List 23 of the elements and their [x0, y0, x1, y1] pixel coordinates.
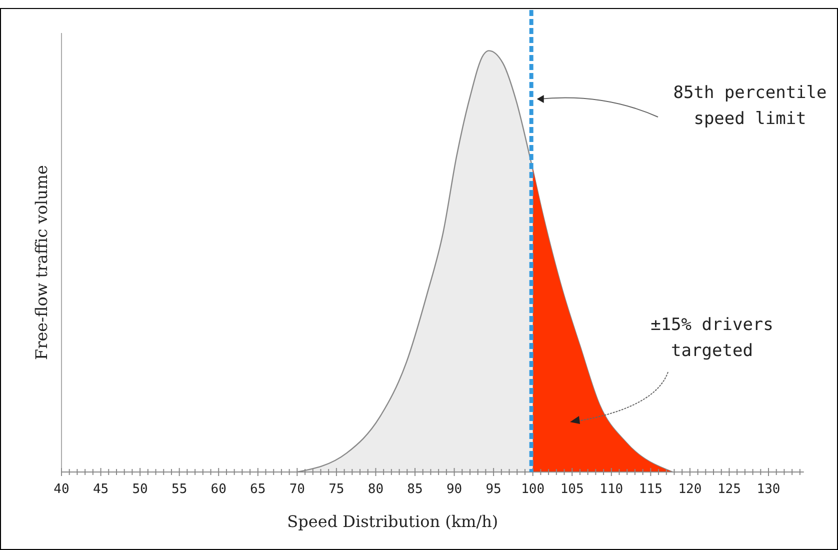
x-tick-label: 85 — [407, 482, 423, 497]
x-tick-label: 105 — [560, 482, 584, 497]
x-tick-label: 100 — [521, 482, 545, 497]
x-tick-label: 45 — [92, 482, 109, 497]
x-tick-label: 90 — [446, 482, 462, 497]
x-tick-label: 125 — [717, 482, 741, 497]
x-tick-label: 130 — [756, 482, 780, 497]
x-tick-label: 95 — [486, 482, 502, 497]
ref-line-label: 85th percentile speed limit — [673, 83, 827, 129]
x-tick-label: 115 — [638, 482, 662, 497]
x-tick-label: 50 — [132, 482, 148, 497]
x-tick-label: 65 — [250, 482, 266, 497]
annotation: ±15% drivers targeted — [650, 315, 774, 361]
y-axis-title: Free-flow traffic volume — [32, 164, 51, 360]
x-tick-label: 70 — [289, 482, 305, 497]
x-axis-title: Speed Distribution (km/h) — [287, 512, 498, 531]
x-tick-label: 55 — [172, 482, 188, 497]
x-tick-label: 80 — [368, 482, 384, 497]
x-tick-label: 60 — [210, 482, 226, 497]
x-tick-label: 75 — [328, 482, 344, 497]
x-tick-label: 120 — [678, 482, 702, 497]
x-tick-label: 40 — [54, 482, 70, 497]
x-tick-label: 110 — [600, 482, 624, 497]
